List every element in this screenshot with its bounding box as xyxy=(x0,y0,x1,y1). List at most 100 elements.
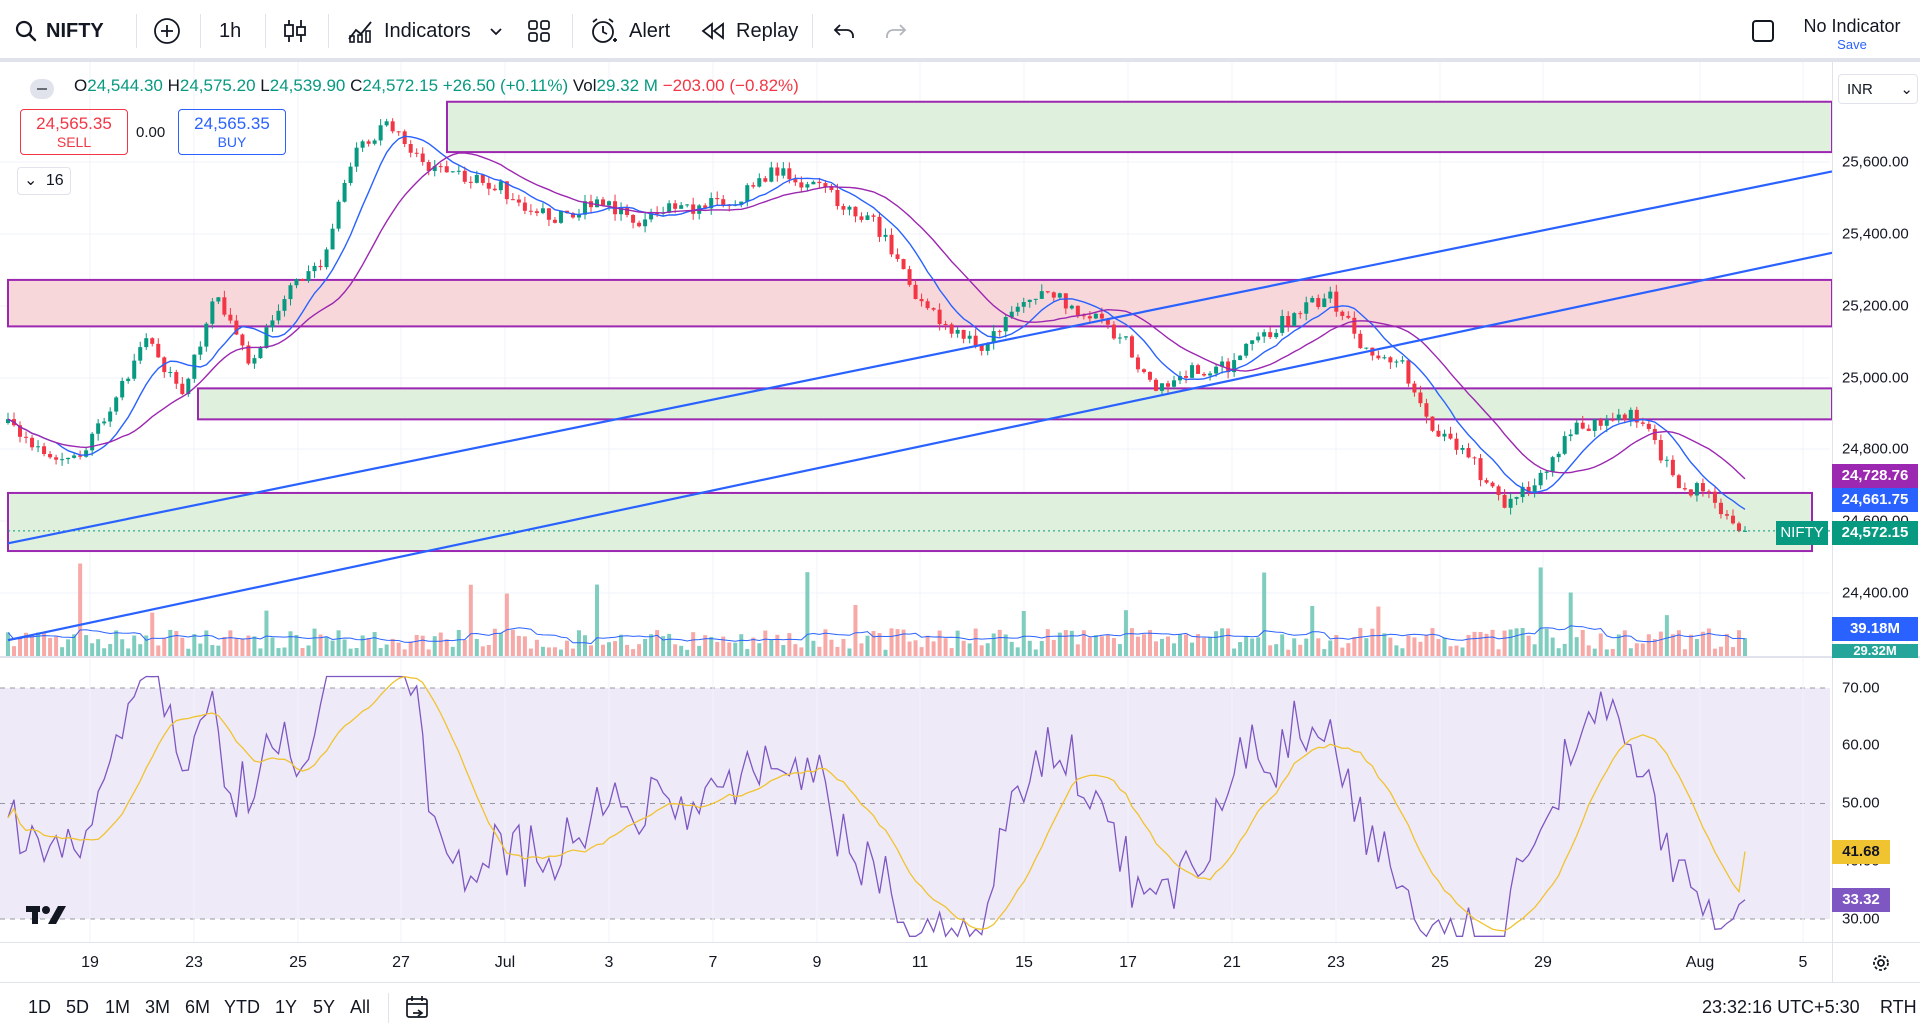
volume-bar xyxy=(306,645,311,656)
candle-body xyxy=(1538,472,1543,486)
price-chart[interactable] xyxy=(0,62,1920,982)
compare-symbol-button[interactable] xyxy=(153,0,181,62)
sell-button[interactable]: 24,565.35 SELL xyxy=(20,109,128,155)
symbol-search-button[interactable]: NIFTY xyxy=(14,0,104,62)
indicators-dropdown-button[interactable] xyxy=(488,0,504,62)
legend-toggle-button[interactable]: ⌄ 16 xyxy=(17,167,71,195)
pane-separator[interactable] xyxy=(0,656,1920,658)
candle-body xyxy=(294,279,299,286)
volume-bar xyxy=(727,642,732,656)
volume-bar xyxy=(967,643,972,656)
candle-body xyxy=(1003,317,1008,332)
candle-body xyxy=(378,125,383,141)
volume-bar xyxy=(1712,648,1717,656)
volume-bar xyxy=(901,629,906,656)
range-6m-button[interactable]: 6M xyxy=(185,997,211,1017)
range-ytd-button[interactable]: YTD xyxy=(224,997,260,1017)
legend-collapse-button[interactable] xyxy=(30,79,54,99)
rsi-badge: 33.32 xyxy=(1832,888,1890,912)
candle-body xyxy=(90,433,95,451)
volume-bar xyxy=(1616,634,1621,656)
clock-display[interactable]: 23:32:16 UTC+5:30 xyxy=(1702,997,1860,1017)
no-indicator-panel[interactable]: No Indicator Save xyxy=(1798,16,1906,52)
candle-body xyxy=(1250,340,1255,344)
candle-body xyxy=(54,457,59,460)
candle-body xyxy=(1412,383,1417,393)
candle-body xyxy=(138,347,143,361)
redo-button[interactable] xyxy=(884,0,908,62)
chevron-down-icon: ⌄ xyxy=(24,172,38,189)
range-1y-button[interactable]: 1Y xyxy=(275,997,298,1017)
volume-bar xyxy=(396,642,401,656)
chart-type-button[interactable] xyxy=(282,0,308,62)
indicators-button[interactable]: Indicators xyxy=(346,0,471,62)
volume-bar xyxy=(474,638,479,656)
candle-body xyxy=(1268,332,1273,338)
interval-button[interactable]: 1h xyxy=(219,0,241,62)
range-5d-button[interactable]: 5D xyxy=(66,997,90,1017)
candle-body xyxy=(402,131,407,145)
candle-body xyxy=(462,170,467,182)
candle-body xyxy=(1196,365,1201,374)
demand-zone xyxy=(446,100,1833,154)
tradingview-logo[interactable] xyxy=(26,902,68,931)
range-5y-button[interactable]: 5Y xyxy=(313,997,336,1017)
candle-body xyxy=(1141,369,1146,372)
candle-body xyxy=(1706,491,1711,493)
volume-bar xyxy=(1370,628,1375,656)
candle-body xyxy=(1574,422,1579,435)
volume-bar xyxy=(342,639,347,656)
undo-icon xyxy=(833,24,854,38)
undo-button[interactable] xyxy=(832,0,856,62)
volume-bar xyxy=(931,641,936,656)
rsi-ma-badge: 41.68 xyxy=(1832,840,1890,864)
volume-bar xyxy=(1436,639,1441,656)
replay-button[interactable]: Replay xyxy=(700,0,798,62)
no-indicator-label: No Indicator xyxy=(1803,16,1901,36)
volume-bar xyxy=(1328,640,1333,656)
goto-date-button[interactable] xyxy=(404,993,432,1026)
close-value: 24,572.15 xyxy=(362,76,439,95)
volume-bar xyxy=(552,647,557,656)
candle-body xyxy=(799,182,804,188)
range-1m-button[interactable]: 1M xyxy=(105,997,131,1017)
save-link[interactable]: Save xyxy=(1837,37,1867,52)
volume-bar xyxy=(1226,628,1231,656)
candle-body xyxy=(1328,291,1333,299)
time-tick: 9 xyxy=(812,954,822,971)
layouts-button[interactable] xyxy=(526,0,552,62)
range-all-button[interactable]: All xyxy=(350,997,371,1017)
candle-body xyxy=(757,178,762,187)
range-1d-button[interactable]: 1D xyxy=(28,997,52,1017)
settings-button[interactable] xyxy=(1870,952,1892,979)
no-indicator-checkbox[interactable] xyxy=(1752,0,1774,62)
candle-body xyxy=(907,269,912,285)
buy-button[interactable]: 24,565.35 BUY xyxy=(178,109,286,155)
candle-body xyxy=(871,215,876,217)
volume-bar xyxy=(90,643,95,656)
volume-bar xyxy=(12,646,17,656)
volume-bar xyxy=(1250,638,1255,656)
volume-bar xyxy=(1376,606,1381,656)
alert-button[interactable]: Alert xyxy=(589,0,670,62)
volume-bar xyxy=(1484,633,1489,656)
volume-bar xyxy=(1057,632,1062,656)
volume-bar xyxy=(498,632,503,656)
volume-bar xyxy=(30,635,35,656)
volume-bar xyxy=(979,645,984,656)
volume-bar xyxy=(739,634,744,656)
candle-body xyxy=(1532,485,1537,492)
volume-bar xyxy=(883,649,888,656)
candle-body xyxy=(1190,365,1195,378)
candle-body xyxy=(1346,315,1351,318)
currency-selector[interactable]: INR ⌄ xyxy=(1838,74,1918,104)
session-button[interactable]: RTH xyxy=(1880,997,1917,1017)
candle-body xyxy=(1682,488,1687,490)
volume-bar xyxy=(180,637,185,656)
candle-body xyxy=(1388,357,1393,363)
range-3m-button[interactable]: 3M xyxy=(145,997,171,1017)
candle-body xyxy=(432,166,437,171)
volume-bar xyxy=(1394,645,1399,656)
volume-bar xyxy=(1676,630,1681,656)
plus-circle-icon xyxy=(154,18,180,44)
